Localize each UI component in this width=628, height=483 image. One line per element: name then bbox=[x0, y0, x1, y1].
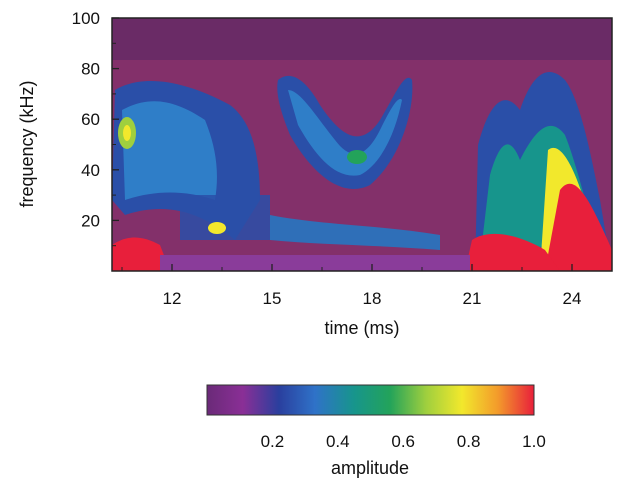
x-tick-label: 12 bbox=[163, 289, 182, 308]
heatmap-left-sweep-inner bbox=[122, 101, 217, 200]
colorbar-tick-label: 1.0 bbox=[522, 432, 546, 451]
spectrogram-heatmap bbox=[112, 18, 612, 271]
x-tick-label: 24 bbox=[563, 289, 582, 308]
x-tick-label: 21 bbox=[463, 289, 482, 308]
heatmap-low-red-left bbox=[112, 237, 170, 271]
heatmap-left-hotspot-core bbox=[123, 125, 131, 141]
heatmap-low-band bbox=[160, 255, 470, 271]
colorbar-title: amplitude bbox=[331, 458, 409, 478]
y-tick-label: 80 bbox=[81, 60, 100, 79]
y-axis-title: frequency (kHz) bbox=[17, 80, 37, 207]
heatmap-u-sweep-inner bbox=[288, 90, 402, 176]
y-tick-label: 100 bbox=[72, 9, 100, 28]
colorbar-tick-label: 0.8 bbox=[457, 432, 481, 451]
y-tick-label: 20 bbox=[81, 211, 100, 230]
x-axis: 12 15 18 21 24 bbox=[121, 264, 582, 308]
x-tick-label: 15 bbox=[263, 289, 282, 308]
heatmap-low-red-right bbox=[465, 233, 560, 271]
heatmap-mid-hotspot bbox=[208, 222, 226, 234]
colorbar-tick-label: 0.4 bbox=[326, 432, 350, 451]
heatmap-right-red bbox=[545, 183, 612, 271]
y-tick-label: 60 bbox=[81, 110, 100, 129]
x-tick-label: 18 bbox=[363, 289, 382, 308]
heatmap-lower-band bbox=[270, 215, 440, 250]
y-axis: 20 40 60 80 100 bbox=[72, 9, 119, 247]
heatmap-u-sweep bbox=[277, 75, 413, 189]
y-tick-label: 40 bbox=[81, 161, 100, 180]
colorbar-tick-label: 0.2 bbox=[261, 432, 285, 451]
colorbar-axis: 0.2 0.4 0.6 0.8 1.0 bbox=[261, 432, 546, 451]
x-axis-title: time (ms) bbox=[325, 318, 400, 338]
heatmap-u-peak bbox=[347, 150, 367, 164]
heatmap-mid-band bbox=[180, 195, 270, 240]
heatmap-upper-band bbox=[112, 18, 612, 60]
colorbar-tick-label: 0.6 bbox=[391, 432, 415, 451]
colorbar bbox=[206, 384, 535, 416]
